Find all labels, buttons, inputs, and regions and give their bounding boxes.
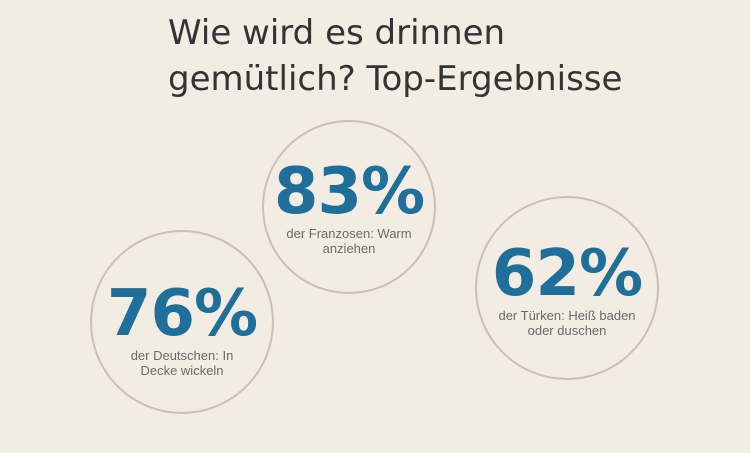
stat-circle-germany: 76% der Deutschen: In Decke wickeln [90,230,274,414]
stat-description-line-1: der Franzosen: Warm [286,226,412,241]
stat-circle-turkey: 62% der Türken: Heiß baden oder duschen [475,196,659,380]
stat-description-line-2: oder duschen [527,323,607,338]
stat-description-line-2: anziehen [322,241,376,256]
title-line-1: Wie wird es drinnen [168,13,506,53]
stat-percent: 76% [106,277,258,351]
stat-circle-france: 83% der Franzosen: Warm anziehen [262,120,436,294]
title-line-2: gemütlich? Top-Ergebnisse [168,59,623,99]
stat-description: der Franzosen: Warm anziehen [286,226,411,256]
stat-description: der Deutschen: In Decke wickeln [131,348,234,378]
stat-description-line-1: der Deutschen: In [130,348,234,363]
stat-description-line-1: der Türken: Heiß baden [498,308,636,323]
stat-description-line-2: Decke wickeln [140,363,224,378]
stat-description: der Türken: Heiß baden oder duschen [498,308,635,338]
page-title: Wie wird es drinnen gemütlich? Top-Ergeb… [168,10,622,102]
stat-percent: 62% [491,237,643,311]
stat-percent: 83% [273,155,425,229]
